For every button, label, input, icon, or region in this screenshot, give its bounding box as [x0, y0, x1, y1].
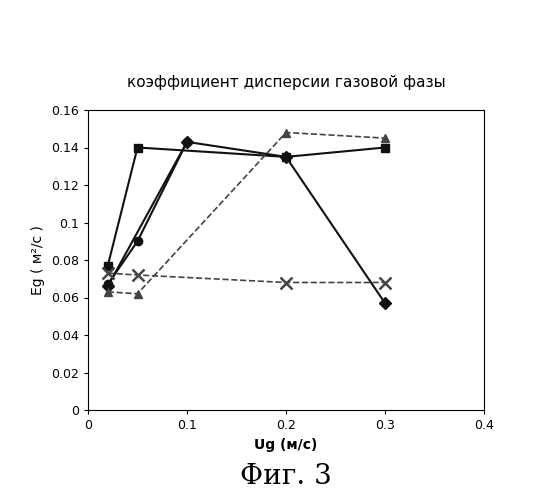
- Text: Фиг. 3: Фиг. 3: [240, 463, 332, 490]
- Text: коэффициент дисперсии газовой фазы: коэффициент дисперсии газовой фазы: [126, 75, 446, 90]
- Y-axis label: Eg ( м²/с ): Eg ( м²/с ): [31, 225, 46, 295]
- X-axis label: Ug (м/с): Ug (м/с): [254, 438, 318, 452]
